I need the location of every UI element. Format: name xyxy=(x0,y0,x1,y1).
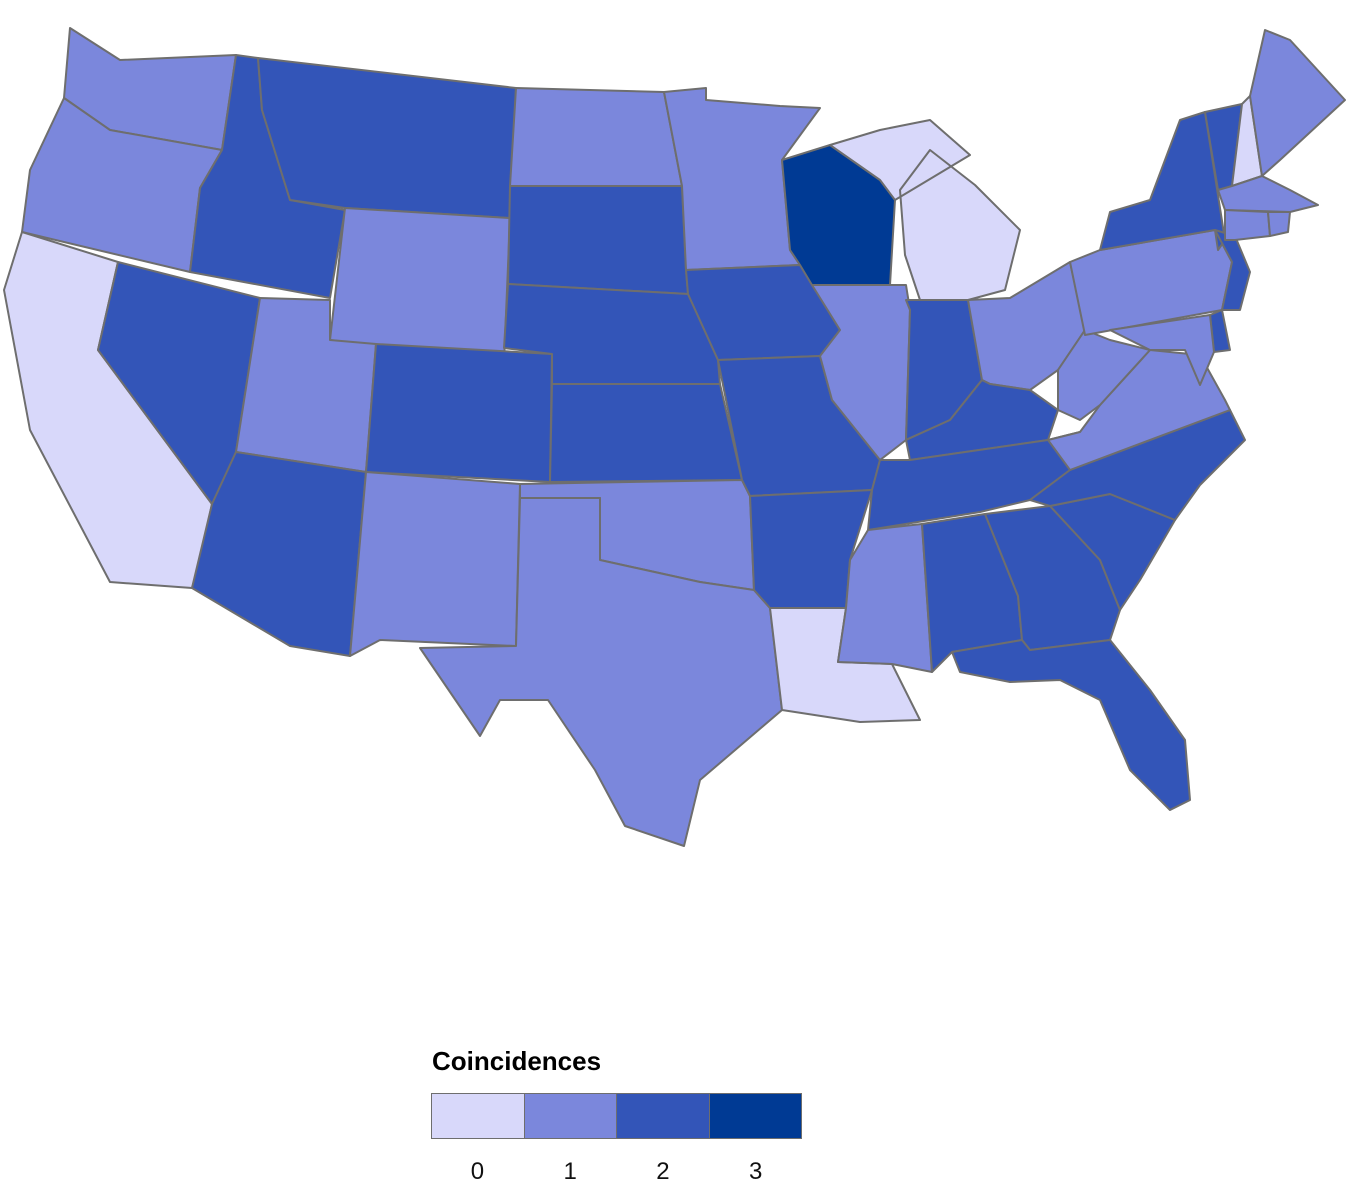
state-ME[interactable] xyxy=(1249,29,1346,177)
legend-label-0: 0 xyxy=(470,1158,485,1185)
state-KS[interactable] xyxy=(549,383,743,483)
state-ND[interactable] xyxy=(509,87,683,187)
legend-label-1: 1 xyxy=(563,1158,577,1185)
legend-label-3: 3 xyxy=(748,1158,763,1185)
state-WY[interactable] xyxy=(329,207,511,363)
state-RI[interactable] xyxy=(1267,211,1291,237)
state-NY[interactable] xyxy=(1099,111,1226,251)
legend-labels: 0 1 2 3 xyxy=(431,1158,802,1186)
state-NM[interactable] xyxy=(349,471,521,657)
state-CO[interactable] xyxy=(365,343,553,483)
state-FL[interactable] xyxy=(951,639,1191,811)
legend-title: Coincidences xyxy=(432,1046,602,1076)
legend-swatch-3 xyxy=(709,1094,801,1138)
state-MD[interactable] xyxy=(1109,314,1215,386)
legend-color-bar xyxy=(431,1093,802,1139)
us-states-map xyxy=(3,27,1346,847)
state-MI[interactable] xyxy=(829,119,1021,301)
legend-label-2: 2 xyxy=(656,1158,670,1185)
state-SD[interactable] xyxy=(507,185,689,295)
state-TX[interactable] xyxy=(419,497,783,847)
legend-swatch-0 xyxy=(432,1094,525,1138)
legend-swatch-1 xyxy=(524,1094,617,1138)
state-CT[interactable] xyxy=(1224,209,1271,241)
legend-swatch-2 xyxy=(617,1094,710,1138)
state-MT[interactable] xyxy=(257,57,517,219)
